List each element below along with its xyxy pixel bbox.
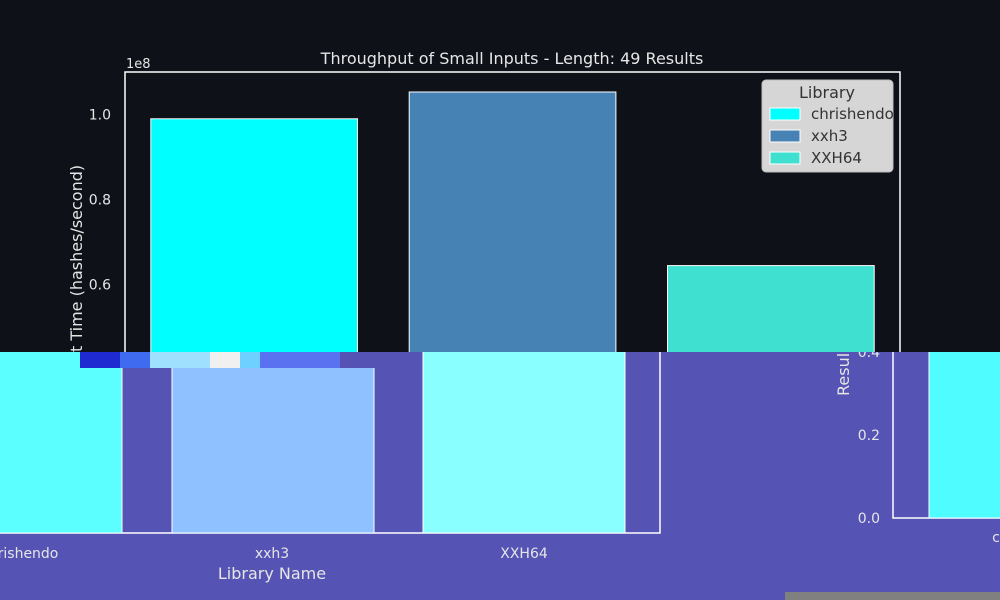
x-tick-label-xxh64: XXH64 (500, 546, 548, 562)
axis-offset-label: 1e8 (126, 57, 151, 72)
legend-swatch-xxh64 (769, 151, 801, 165)
legend-label-xxh64: XXH64 (811, 149, 862, 167)
right-panel-bar (928, 352, 1000, 519)
x-tick-label-xxh3: xxh3 (255, 546, 289, 562)
legend-swatch-xxh3 (769, 129, 801, 143)
overlay-bar-rishendo (0, 352, 123, 534)
legend-label-xxh3: xxh3 (811, 127, 848, 145)
right-panel-tick-00: 0.0 (858, 511, 880, 527)
right-panel-tick-02: 0.2 (858, 428, 880, 444)
legend: Library chrishendo xxh3 XXH64 (761, 79, 894, 173)
bar-xxh64 (667, 265, 875, 352)
legend-box (761, 79, 894, 173)
y-ticks: 1.0 0.8 0.6 (89, 108, 111, 294)
plot-frame (124, 71, 901, 352)
right-panel-category-fragment: c (992, 530, 1000, 546)
legend-title: Library (799, 83, 855, 102)
bar-chrishendo (150, 118, 358, 352)
y-tick-label: 1.0 (89, 108, 111, 124)
main-chart-region: Throughput of Small Inputs - Length: 49 … (67, 49, 901, 352)
overlay-bar-chart: rishendo xxh3 XXH64 Library Name Resul 0… (0, 352, 1000, 600)
bars (150, 91, 875, 352)
y-axis-label: t Time (hashes/second) (67, 165, 86, 352)
legend-swatch-chrishendo (769, 107, 801, 121)
y-tick-label: 0.8 (89, 193, 111, 209)
overlay-bar-xxh64 (422, 352, 626, 534)
overlay-bar-xxh3 (171, 352, 375, 534)
bottom-gray-strip (785, 592, 1000, 600)
overlay-chart-region: rishendo xxh3 XXH64 Library Name Resul 0… (0, 352, 1000, 600)
right-panel-tick-04: 0.4 (858, 352, 880, 361)
bar-xxh3 (408, 91, 617, 352)
right-panel-ylabel: Resul (834, 353, 853, 396)
chart-title: Throughput of Small Inputs - Length: 49 … (320, 49, 704, 68)
y-tick-label: 0.6 (89, 278, 111, 294)
legend-label-chrishendo: chrishendo (811, 105, 894, 123)
x-tick-label-chrishendo: rishendo (0, 546, 58, 562)
x-axis-label: Library Name (218, 564, 326, 583)
render-glitch-strip (80, 352, 380, 368)
throughput-bar-chart: Throughput of Small Inputs - Length: 49 … (67, 49, 901, 352)
